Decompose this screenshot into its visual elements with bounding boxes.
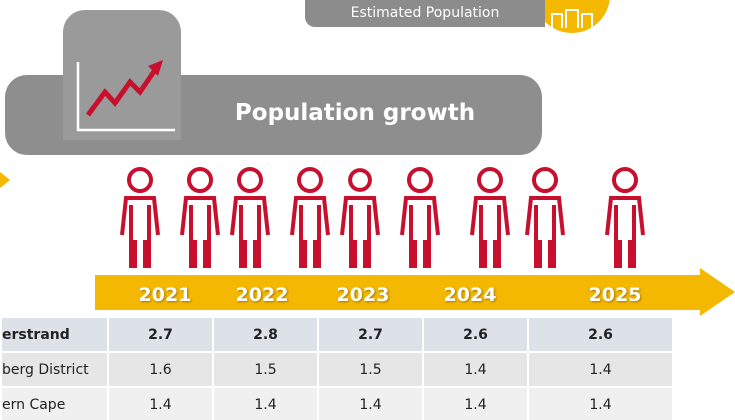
person-head xyxy=(612,167,638,193)
person-head xyxy=(237,167,263,193)
table-cell: 2.6 xyxy=(422,316,529,353)
people xyxy=(120,167,645,268)
table-cell: 1.6 xyxy=(107,351,214,388)
table-cell: 1.4 xyxy=(212,386,319,420)
person-head xyxy=(407,167,433,193)
person-head xyxy=(297,167,323,193)
person-body xyxy=(230,196,270,268)
person-body xyxy=(290,196,330,268)
chart-icon-arrow xyxy=(148,60,163,76)
table-cell: 1.5 xyxy=(317,351,424,388)
year: 2023 xyxy=(336,284,390,306)
person-body xyxy=(470,196,510,268)
table-cell: 2.6 xyxy=(527,316,674,353)
table-cell: 2.7 xyxy=(317,316,424,353)
person-body xyxy=(605,196,645,268)
row-label: berg District xyxy=(0,351,109,388)
table-row: erstrand 2.7 2.8 2.7 2.6 2.6 xyxy=(0,316,674,353)
person-body xyxy=(340,196,380,268)
year: 2021 xyxy=(138,284,192,306)
left-arrow xyxy=(0,172,10,188)
person-head xyxy=(348,168,372,192)
row-label: erstrand xyxy=(0,316,109,353)
table-cell: 1.4 xyxy=(107,386,214,420)
chart-icon-axes xyxy=(76,62,175,132)
timeline-arrow xyxy=(95,268,735,316)
person-head xyxy=(127,167,153,193)
table-cell: 1.5 xyxy=(212,351,319,388)
table: erstrand 2.7 2.8 2.7 2.6 2.6 berg District 1.6 1… xyxy=(0,316,674,420)
table-cell: 1.4 xyxy=(527,386,674,420)
table-row: ern Cape 1.4 1.4 1.4 1.4 1.4 xyxy=(0,386,674,420)
person-head xyxy=(477,167,503,193)
person-body xyxy=(525,196,565,268)
year: 2025 xyxy=(588,284,642,306)
person-body xyxy=(400,196,440,268)
badge-icon xyxy=(551,9,593,28)
year: 2022 xyxy=(235,284,289,306)
table-cell: 2.7 xyxy=(107,316,214,353)
row-label: ern Cape xyxy=(0,386,109,420)
badge-circle xyxy=(534,0,610,33)
table-cell: 2.8 xyxy=(212,316,319,353)
person-head xyxy=(187,167,213,193)
badge: Estimated Population xyxy=(305,0,545,27)
person-head xyxy=(532,167,558,193)
chart-icon-line xyxy=(85,68,158,117)
title: Population growth xyxy=(234,100,476,126)
table-cell: 1.4 xyxy=(422,351,529,388)
table-cell: 1.4 xyxy=(527,351,674,388)
year: 2024 xyxy=(443,284,497,306)
person-body xyxy=(180,196,220,268)
table-cell: 1.4 xyxy=(317,386,424,420)
person-body xyxy=(120,196,160,268)
table-row: berg District 1.6 1.5 1.5 1.4 1.4 xyxy=(0,351,674,388)
table-cell: 1.4 xyxy=(422,386,529,420)
